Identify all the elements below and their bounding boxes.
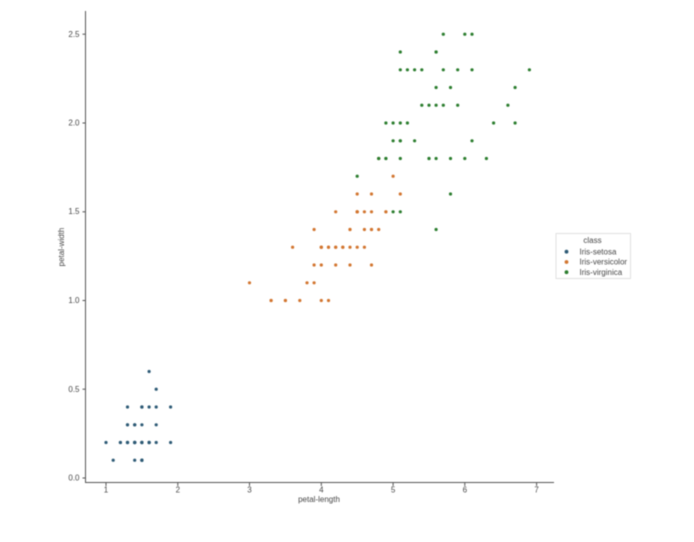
svg-text:5: 5 — [391, 486, 396, 495]
svg-text:0.5: 0.5 — [68, 385, 80, 394]
svg-text:2.5: 2.5 — [68, 30, 80, 39]
svg-text:1.5: 1.5 — [68, 207, 80, 216]
svg-text:Iris-versicolor: Iris-versicolor — [580, 258, 628, 267]
svg-text:3: 3 — [247, 486, 252, 495]
svg-text:Iris-virginica: Iris-virginica — [580, 268, 623, 277]
svg-text:0.0: 0.0 — [68, 474, 80, 483]
svg-text:6: 6 — [463, 486, 468, 495]
svg-text:petal-width: petal-width — [57, 228, 66, 267]
svg-text:class: class — [583, 236, 601, 245]
svg-text:1.0: 1.0 — [68, 296, 80, 305]
svg-text:Iris-setosa: Iris-setosa — [580, 247, 617, 256]
svg-text:4: 4 — [319, 486, 324, 495]
svg-text:7: 7 — [534, 486, 539, 495]
svg-text:1: 1 — [104, 486, 109, 495]
svg-text:2: 2 — [176, 486, 181, 495]
svg-text:petal-length: petal-length — [298, 495, 340, 504]
svg-text:2.0: 2.0 — [68, 119, 80, 128]
